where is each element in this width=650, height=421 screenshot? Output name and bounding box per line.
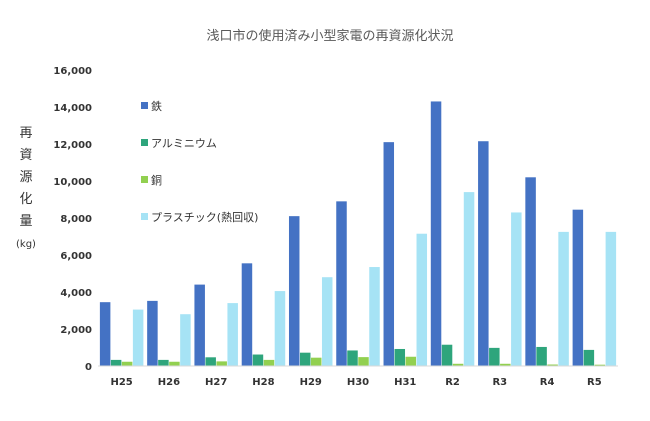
bar [572,209,584,366]
y-axis-label-char: 源 [19,170,32,185]
y-tick-label: 10,000 [53,177,92,188]
bar [452,363,464,366]
y-tick-label: 2,000 [60,325,92,336]
bar [489,347,500,366]
bar [478,141,489,366]
bar [99,302,111,366]
legend-label: 鉄 [151,99,162,113]
bar [416,233,428,366]
bar [536,346,547,366]
bar [394,348,406,366]
y-axis-label-char: 量 [19,214,32,229]
bar [500,363,511,366]
bar [347,350,358,366]
legend-swatch [141,139,148,146]
y-tick-label: 6,000 [60,251,92,262]
y-axis-label-char: 再 [19,126,32,141]
legend-swatch [141,213,148,220]
y-axis-ticks: 0 2,000 4,000 6,000 8,000 10,000 12,000 14,000 1… [53,66,92,373]
x-tick-label: H27 [205,377,227,388]
bar [299,352,311,366]
bar [594,364,606,366]
bar [358,357,369,366]
bar [180,314,191,366]
bar [310,357,322,366]
bar [121,361,133,366]
bar [511,212,522,366]
bar [605,231,617,366]
y-axis-label-char: 化 [19,192,32,207]
legend-label: プラスチック(熱回収) [151,211,258,224]
bar [383,142,395,366]
bar [525,177,536,366]
y-tick-label: 8,000 [60,214,92,225]
x-tick-label: R2 [445,377,460,388]
bar [583,349,595,366]
y-tick-label: 14,000 [53,103,92,114]
bar [405,356,417,366]
bar [205,357,216,366]
y-tick-label: 4,000 [60,288,92,299]
bar [227,303,238,366]
bar [558,231,569,366]
y-tick-label: 12,000 [53,140,92,151]
bar [288,216,300,366]
bar [263,359,275,366]
x-tick-label: R4 [540,377,555,388]
bar [274,291,286,366]
bar [194,284,205,366]
y-axis-label: 再 資 源 化 量 (kg) [16,126,36,250]
bar [547,364,558,366]
bar [369,267,380,366]
bar [441,344,453,366]
x-tick-label: H29 [300,377,322,388]
y-tick-label: 16,000 [53,66,92,77]
x-tick-label: H25 [110,377,132,388]
bar [216,361,227,366]
y-axis-label-char: 資 [19,148,32,163]
legend-label: アルミニウム [151,137,217,150]
bars [99,101,617,366]
bar [158,359,169,366]
bar [110,359,122,366]
legend-swatch [141,102,148,109]
chart-title: 浅口市の使用済み小型家電の再資源化状況 [206,28,453,44]
bar [147,300,158,366]
x-tick-label: R3 [492,377,507,388]
x-tick-label: H30 [347,377,369,388]
bar [169,361,180,366]
bar [430,101,442,366]
x-tick-label: H31 [394,377,416,388]
legend-swatch [141,176,148,183]
x-tick-label: H28 [252,377,274,388]
x-tick-label: R5 [587,377,602,388]
bar [321,277,333,366]
bar [252,354,264,366]
bar [336,201,347,366]
x-axis-ticks: H25 H26 H27 H28 H29 H30 H31 R2 R3 R4 R5 [110,377,601,388]
bar [132,309,144,366]
legend-label: 銅 [151,173,162,187]
x-tick-label: H26 [158,377,180,388]
y-axis-unit: (kg) [16,239,36,250]
bar [463,192,475,366]
bar [241,263,253,366]
y-tick-label: 0 [85,362,92,373]
